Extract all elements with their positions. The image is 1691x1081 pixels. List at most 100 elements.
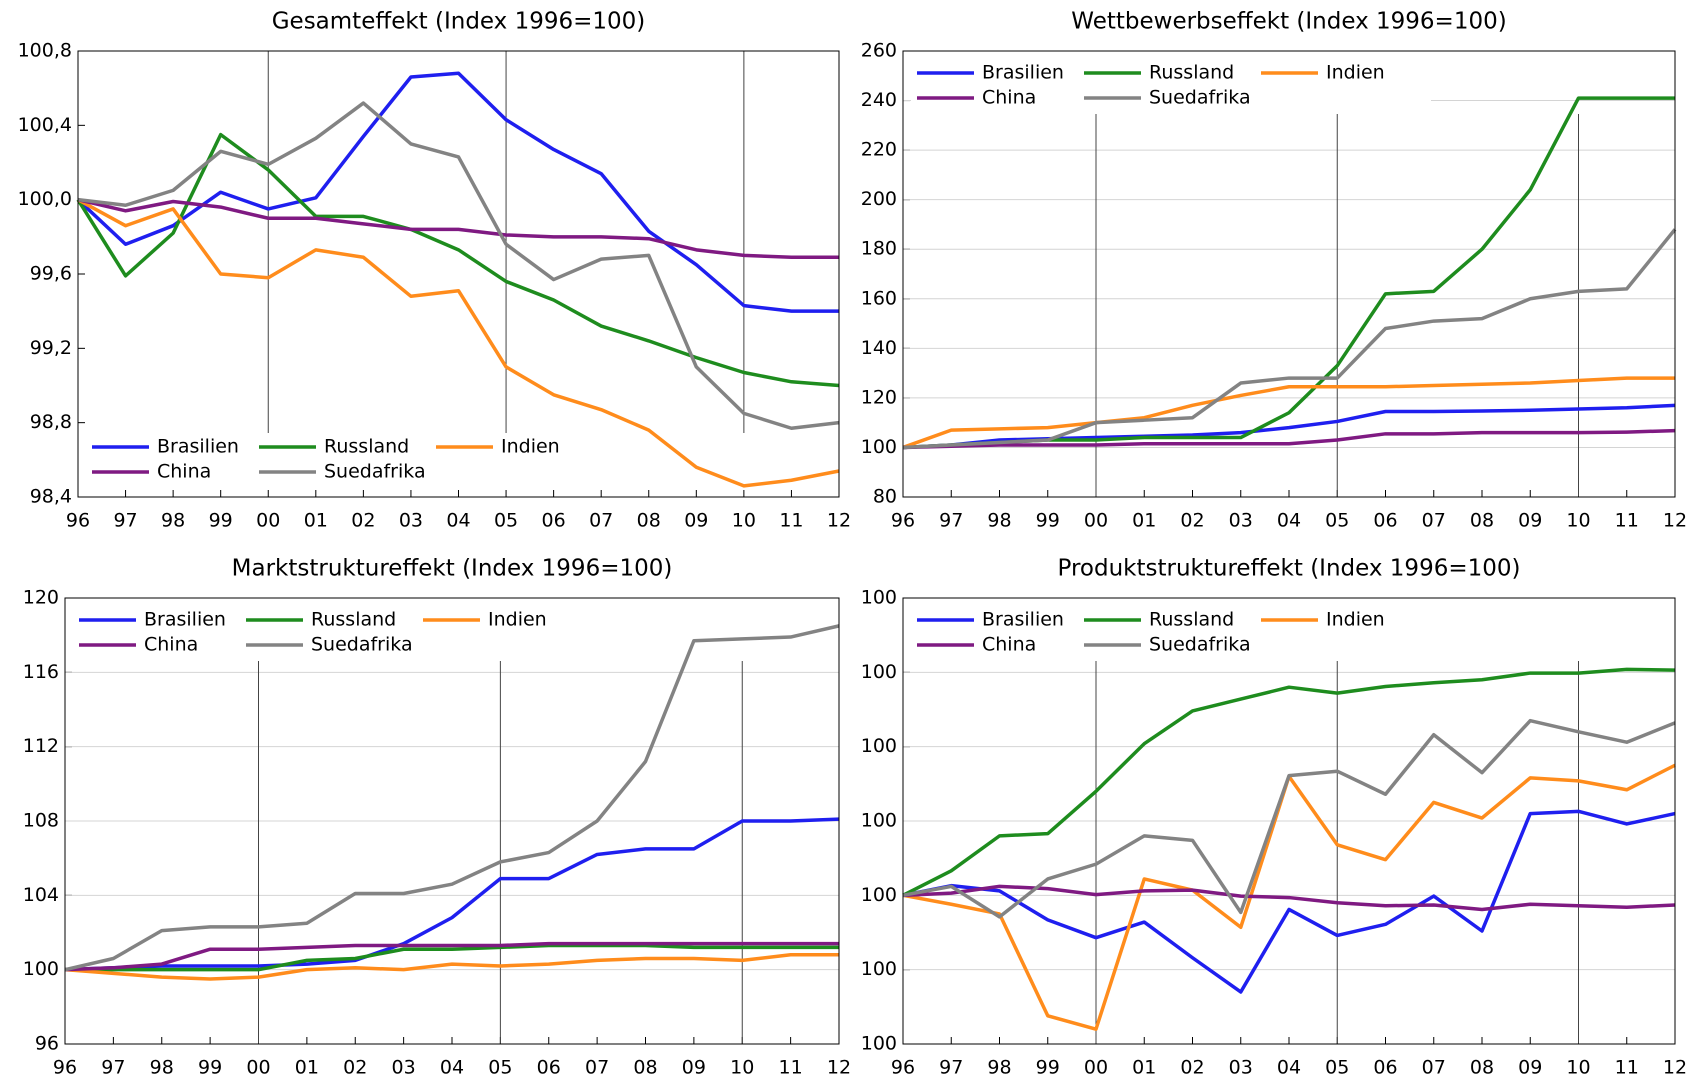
x-tick-label: 06 [542, 510, 566, 532]
legend-label: Suedafrika [324, 461, 426, 483]
legend-label: Russland [311, 609, 396, 631]
y-tick-label: 100 [861, 958, 897, 980]
x-tick-label: 97 [101, 1057, 125, 1079]
y-tick-label: 240 [861, 89, 897, 111]
x-tick-label: 97 [113, 510, 137, 532]
legend-label: China [982, 87, 1036, 109]
legend-box [86, 433, 606, 483]
x-tick-label: 05 [1325, 1057, 1349, 1079]
legend-label: Indien [501, 436, 560, 458]
y-tick-label: 100,0 [18, 188, 72, 210]
x-tick-label: 99 [1036, 1057, 1060, 1079]
series-line [902, 667, 1676, 897]
legend-label: Russland [324, 436, 409, 458]
series-line [77, 198, 840, 488]
x-tick-label: 02 [1180, 510, 1204, 532]
x-tick-label: 10 [732, 510, 756, 532]
series-line [76, 71, 839, 313]
x-tick-label: 98 [150, 1057, 174, 1079]
legend-label: Indien [1326, 62, 1385, 84]
y-tick-label: 100 [861, 884, 897, 906]
x-tick-label: 08 [637, 510, 661, 532]
series-line [902, 228, 1677, 450]
y-tick-label: 100 [861, 735, 897, 757]
series-line [902, 718, 1676, 919]
x-tick-label: 07 [589, 510, 613, 532]
x-tick-label: 09 [682, 1057, 706, 1079]
y-tick-label: 260 [861, 40, 897, 62]
series-line [76, 132, 840, 388]
series-line [77, 197, 839, 260]
x-tick-label: 06 [1373, 1057, 1397, 1079]
plot-frame [902, 597, 1676, 1045]
x-tick-label: 09 [1518, 1057, 1542, 1079]
x-tick-label: 11 [1615, 1057, 1639, 1079]
x-tick-label: 11 [1615, 510, 1639, 532]
y-tick-label: 120 [23, 587, 59, 609]
legend-box [911, 606, 1431, 656]
x-tick-label: 01 [1132, 510, 1156, 532]
y-tick-label: 116 [23, 661, 59, 683]
legend-label: Brasilien [144, 609, 226, 631]
x-tick-label: 01 [295, 1057, 319, 1079]
x-tick-label: 04 [1277, 1057, 1301, 1079]
legend-label: China [982, 634, 1036, 656]
x-tick-label: 04 [446, 510, 470, 532]
x-tick-label: 03 [1229, 1057, 1253, 1079]
x-tick-label: 09 [684, 510, 708, 532]
x-tick-label: 00 [256, 510, 280, 532]
chart-title: Produktstruktureffekt (Index 1996=100) [1058, 556, 1521, 582]
chart-title: Marktstruktureffekt (Index 1996=100) [232, 556, 673, 582]
series-line [902, 428, 1676, 450]
y-tick-label: 100 [861, 436, 897, 458]
legend-label: Russland [1149, 62, 1234, 84]
x-tick-label: 99 [198, 1057, 222, 1079]
x-tick-label: 09 [1518, 510, 1542, 532]
x-tick-label: 96 [66, 510, 90, 532]
legend-label: Brasilien [982, 62, 1064, 84]
y-tick-label: 100 [861, 661, 897, 683]
y-tick-label: 112 [23, 735, 59, 757]
y-tick-label: 100,4 [18, 114, 72, 136]
series-line [64, 953, 839, 981]
x-tick-label: 12 [827, 510, 851, 532]
x-tick-label: 12 [1663, 1057, 1687, 1079]
y-tick-label: 140 [861, 337, 897, 359]
x-tick-label: 98 [987, 1057, 1011, 1079]
y-tick-label: 100 [861, 1033, 897, 1055]
x-tick-label: 06 [537, 1057, 561, 1079]
legend-label: Suedafrika [311, 634, 413, 656]
x-tick-label: 11 [779, 510, 803, 532]
x-tick-label: 10 [1566, 1057, 1590, 1079]
x-tick-label: 10 [1566, 510, 1590, 532]
legend-label: Suedafrika [1149, 87, 1251, 109]
series-line [65, 943, 839, 972]
y-tick-label: 98,8 [30, 411, 72, 433]
x-tick-label: 08 [633, 1057, 657, 1079]
y-tick-label: 100 [861, 587, 897, 609]
x-tick-label: 08 [1470, 1057, 1494, 1079]
x-tick-label: 07 [1422, 510, 1446, 532]
y-tick-label: 98,4 [30, 486, 72, 508]
x-tick-label: 98 [161, 510, 185, 532]
series-line [902, 376, 1675, 450]
x-tick-label: 10 [730, 1057, 754, 1079]
series-line [902, 809, 1676, 994]
legend-label: Russland [1149, 609, 1234, 631]
x-tick-label: 01 [1132, 1057, 1156, 1079]
y-tick-label: 108 [23, 810, 59, 832]
x-tick-label: 96 [891, 510, 915, 532]
x-tick-label: 99 [1036, 510, 1060, 532]
series-line [902, 884, 1676, 912]
x-tick-label: 07 [585, 1057, 609, 1079]
x-tick-label: 97 [939, 510, 963, 532]
y-tick-label: 180 [861, 238, 897, 260]
x-tick-label: 02 [343, 1057, 367, 1079]
x-tick-label: 05 [1325, 510, 1349, 532]
y-tick-label: 104 [23, 884, 59, 906]
x-tick-label: 07 [1422, 1057, 1446, 1079]
x-tick-label: 00 [1084, 510, 1108, 532]
x-tick-label: 02 [1180, 1057, 1204, 1079]
x-tick-label: 03 [399, 510, 423, 532]
x-tick-label: 12 [1663, 510, 1687, 532]
